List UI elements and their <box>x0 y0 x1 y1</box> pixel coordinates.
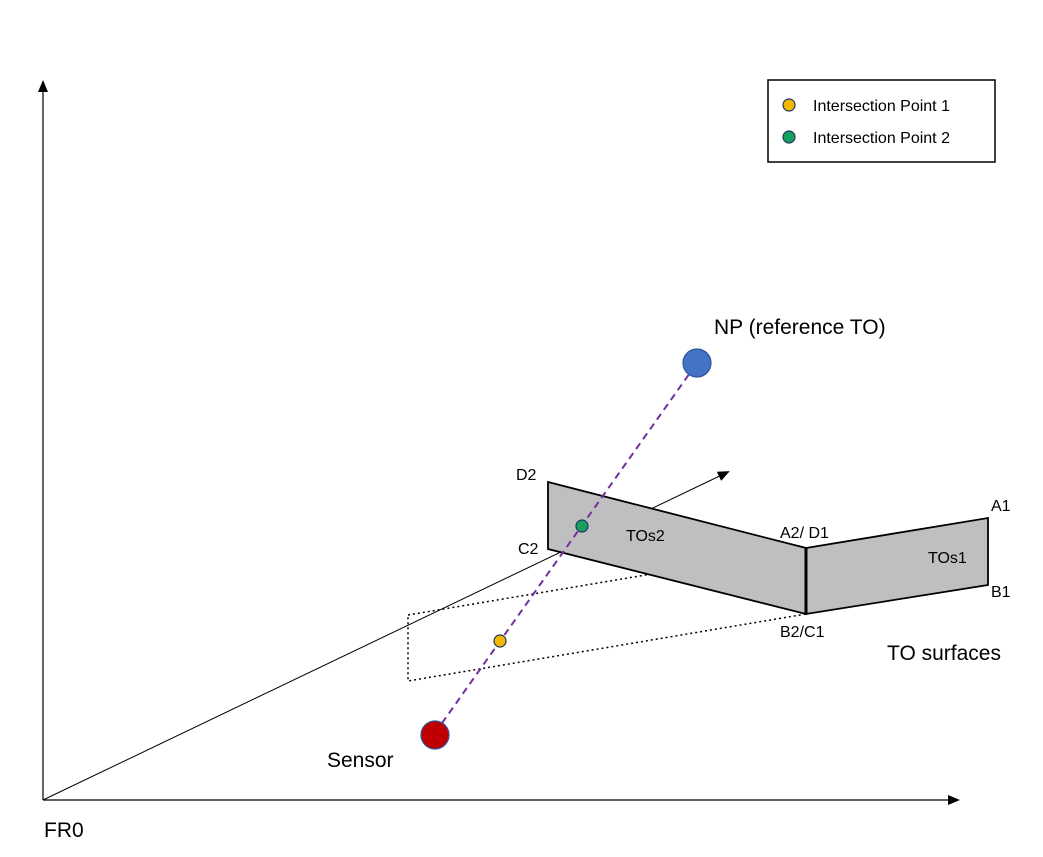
np-label: NP (reference TO) <box>714 316 886 339</box>
surface-tos2 <box>547 480 807 616</box>
legend-swatch-1 <box>782 98 796 112</box>
sensor-marker <box>420 720 450 750</box>
legend-swatch-2 <box>782 130 796 144</box>
projection-outline <box>407 547 807 682</box>
tos2-label: TOs2 <box>626 528 665 545</box>
to-surfaces-label: TO surfaces <box>887 642 1001 665</box>
intersection-point-2 <box>575 519 589 533</box>
legend-label-1: Intersection Point 1 <box>813 98 950 115</box>
b2c1-label: B2/C1 <box>780 624 825 641</box>
legend: Intersection Point 1 Intersection Point … <box>767 79 996 163</box>
tos1-label: TOs1 <box>928 550 967 567</box>
intersection-point-1 <box>493 634 507 648</box>
d2-label: D2 <box>516 467 537 484</box>
origin-label: FR0 <box>44 819 84 842</box>
c2-label: C2 <box>518 541 539 558</box>
b1-label: B1 <box>991 584 1011 601</box>
np-marker <box>682 348 712 378</box>
legend-label-2: Intersection Point 2 <box>813 130 950 147</box>
sensor-ray <box>434 362 698 734</box>
a1-label: A1 <box>991 498 1011 515</box>
sensor-label: Sensor <box>327 749 394 772</box>
a2d1-label: A2/ D1 <box>780 525 829 542</box>
legend-box <box>767 79 996 163</box>
